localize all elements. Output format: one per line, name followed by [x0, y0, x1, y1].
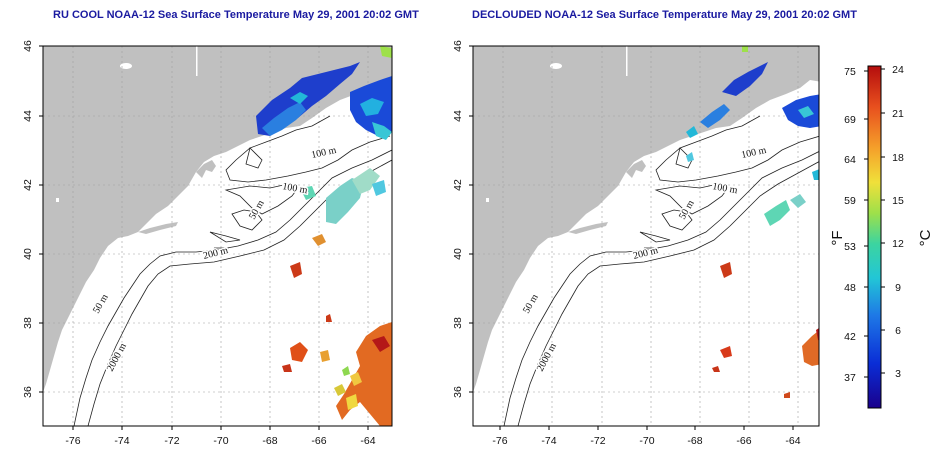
right-lat-label: 42 [452, 179, 464, 191]
left-lon-label: -64 [360, 435, 375, 447]
fahrenheit-tick-label: 42 [844, 331, 856, 343]
left-cape-cod [196, 160, 216, 178]
fahrenheit-unit-label: °F [829, 230, 846, 245]
left-long-island [138, 222, 178, 234]
right-grid [473, 46, 819, 426]
right-sst-pixels [686, 46, 819, 398]
right-lon-label: -66 [736, 435, 751, 447]
right-land-mass [473, 46, 819, 392]
right-long-island [568, 222, 608, 234]
left-lon-label: -66 [311, 435, 326, 447]
left-lat-label: 44 [22, 110, 34, 122]
left-lat-label: 40 [22, 248, 34, 260]
celsius-tick-label: 3 [895, 368, 901, 380]
left-lon-label: -70 [213, 435, 228, 447]
right-lon-label: -74 [541, 435, 556, 447]
left-lat-label: 46 [22, 40, 34, 52]
left-map-frame [42, 45, 393, 427]
right-lat-label: 36 [452, 386, 464, 398]
colorbar-fahrenheit-labels: 75 69 64 59 53 48 42 37 [844, 66, 856, 384]
celsius-tick-label: 9 [895, 282, 901, 294]
celsius-tick-label: 15 [892, 195, 904, 207]
celsius-tick-label: 6 [895, 325, 901, 337]
left-map-panel: 100 m 100 m 50 m 200 m 50 m 2000 m -76 -… [22, 40, 393, 447]
right-map-panel: 100 m 100 m 50 m 200 m 50 m 2000 m -76 -… [452, 40, 820, 447]
right-lon-label: -70 [639, 435, 654, 447]
left-lon-label: -72 [164, 435, 179, 447]
right-lon-labels: -76 -74 -72 -70 -68 -66 -64 [492, 435, 800, 447]
right-cape-cod [626, 160, 646, 178]
left-lon-label: -76 [65, 435, 80, 447]
left-map-title: RU COOL NOAA-12 Sea Surface Temperature … [53, 9, 419, 21]
fahrenheit-tick-label: 64 [844, 154, 856, 166]
fahrenheit-tick-label: 59 [844, 195, 856, 207]
colorbar-celsius-labels: 24 21 18 15 12 9 6 3 [892, 64, 904, 380]
celsius-tick-label: 24 [892, 64, 904, 76]
right-map-title: DECLOUDED NOAA-12 Sea Surface Temperatur… [472, 9, 857, 21]
celsius-tick-label: 12 [892, 238, 904, 250]
right-map-frame [472, 45, 820, 427]
left-inland-water [56, 46, 198, 318]
left-land-mass [43, 46, 392, 392]
left-lat-label: 36 [22, 386, 34, 398]
fahrenheit-tick-label: 75 [844, 66, 856, 78]
right-lat-label: 46 [452, 40, 464, 52]
right-lat-labels: 46 44 42 40 38 36 [452, 40, 464, 398]
right-contours [503, 115, 819, 426]
left-contours [73, 115, 392, 426]
left-axis-ticks [39, 45, 369, 430]
left-lat-labels: 46 44 42 40 38 36 [22, 40, 34, 398]
left-lat-label: 38 [22, 317, 34, 329]
colorbar-ticks [864, 68, 885, 378]
left-lat-label: 42 [22, 179, 34, 191]
left-lon-label: -74 [114, 435, 129, 447]
right-lat-label: 44 [452, 110, 464, 122]
right-inland-water [486, 46, 628, 318]
celsius-tick-label: 18 [892, 152, 904, 164]
fahrenheit-tick-label: 53 [844, 241, 856, 253]
left-lon-label: -68 [262, 435, 277, 447]
right-axis-ticks [469, 45, 794, 430]
right-lon-label: -72 [590, 435, 605, 447]
fahrenheit-tick-label: 48 [844, 282, 856, 294]
left-sst-pixels [256, 46, 392, 426]
right-lat-label: 38 [452, 317, 464, 329]
right-lon-label: -64 [785, 435, 800, 447]
right-lon-label: -76 [492, 435, 507, 447]
celsius-tick-label: 21 [892, 108, 904, 120]
temperature-colorbar: 75 69 64 59 53 48 42 37 24 21 18 15 12 9… [829, 64, 934, 409]
celsius-unit-label: °C [917, 229, 934, 246]
right-lat-label: 40 [452, 248, 464, 260]
right-lon-label: -68 [687, 435, 702, 447]
colorbar-gradient [867, 65, 882, 409]
fahrenheit-tick-label: 69 [844, 114, 856, 126]
fahrenheit-tick-label: 37 [844, 372, 856, 384]
left-lon-labels: -76 -74 -72 -70 -68 -66 -64 [65, 435, 375, 447]
